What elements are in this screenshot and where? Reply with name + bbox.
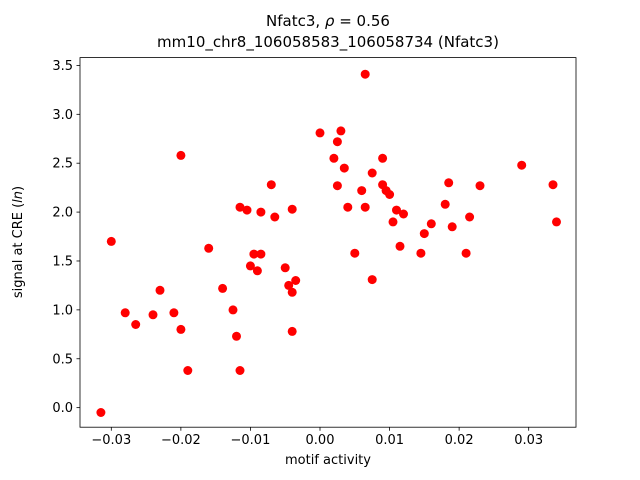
y-tick-label: 1.0 bbox=[52, 303, 73, 318]
axis-ticks: −0.03 −0.02 −0.01 0.00 0.01 0.02 0.03 0.0 0.5 1.0… bbox=[52, 59, 543, 448]
data-point bbox=[242, 205, 252, 215]
data-point bbox=[204, 243, 214, 253]
data-point bbox=[252, 266, 262, 276]
data-point bbox=[169, 308, 179, 318]
data-point bbox=[106, 236, 116, 246]
x-tick-label: 0.00 bbox=[306, 433, 335, 448]
data-point bbox=[357, 186, 367, 196]
data-point bbox=[329, 153, 339, 163]
y-tick-label: 2.0 bbox=[52, 206, 73, 221]
ylabel-prefix: signal at CRE ( bbox=[11, 203, 26, 298]
y-tick-label: 0.0 bbox=[52, 401, 73, 416]
data-point bbox=[218, 283, 228, 293]
data-point bbox=[228, 305, 238, 315]
y-tick-label: 3.5 bbox=[52, 59, 73, 74]
data-point bbox=[284, 280, 294, 290]
data-point bbox=[245, 261, 255, 271]
title-prefix: Nfatc3, bbox=[266, 12, 325, 30]
data-point bbox=[148, 310, 158, 320]
y-axis-label: signal at CRE (ln) bbox=[11, 186, 26, 298]
data-point bbox=[461, 248, 471, 258]
data-point bbox=[280, 263, 290, 273]
data-point bbox=[332, 137, 342, 147]
data-point bbox=[517, 160, 527, 170]
data-point bbox=[447, 222, 457, 232]
data-point bbox=[360, 202, 370, 212]
data-point bbox=[183, 366, 193, 375]
data-point bbox=[360, 69, 370, 79]
y-tick-label: 1.5 bbox=[52, 254, 73, 269]
x-tick-label: −0.01 bbox=[231, 433, 271, 448]
data-point bbox=[419, 229, 429, 239]
data-point bbox=[176, 150, 186, 160]
x-axis-label: motif activity bbox=[285, 453, 371, 468]
data-point bbox=[131, 320, 141, 329]
data-points bbox=[96, 69, 561, 417]
data-point bbox=[378, 153, 388, 163]
title-rho-symbol: ρ bbox=[325, 12, 335, 30]
plot-frame bbox=[79, 57, 577, 428]
data-point bbox=[399, 209, 408, 219]
data-point bbox=[336, 126, 346, 136]
data-point bbox=[343, 202, 353, 212]
x-tick-label: −0.02 bbox=[161, 433, 201, 448]
data-point bbox=[332, 181, 342, 191]
data-point bbox=[444, 178, 454, 188]
data-point bbox=[385, 190, 395, 199]
data-point bbox=[256, 249, 266, 259]
data-point bbox=[475, 181, 485, 191]
data-point bbox=[440, 199, 450, 209]
data-point bbox=[287, 204, 297, 214]
chart-subtitle: mm10_chr8_106058583_106058734 (Nfatc3) bbox=[157, 33, 499, 52]
data-point bbox=[548, 180, 558, 190]
data-point bbox=[249, 249, 259, 259]
data-point bbox=[96, 408, 106, 417]
data-point bbox=[315, 128, 325, 138]
data-point bbox=[287, 326, 297, 336]
x-tick-label: 0.03 bbox=[514, 433, 543, 448]
data-point bbox=[426, 219, 436, 229]
y-tick-label: 0.5 bbox=[52, 352, 73, 367]
data-point bbox=[552, 217, 561, 227]
data-point bbox=[232, 331, 241, 341]
data-point bbox=[176, 324, 186, 334]
data-point bbox=[367, 168, 377, 178]
data-point bbox=[395, 241, 405, 251]
title-suffix: = 0.56 bbox=[334, 12, 390, 30]
y-tick-label: 3.0 bbox=[52, 108, 73, 123]
data-point bbox=[416, 248, 426, 258]
ylabel-math: ln bbox=[11, 191, 26, 203]
data-point bbox=[367, 275, 377, 285]
data-point bbox=[235, 366, 245, 375]
data-point bbox=[266, 180, 276, 190]
data-point bbox=[350, 248, 360, 258]
x-tick-label: −0.03 bbox=[91, 433, 131, 448]
data-point bbox=[256, 207, 266, 217]
data-point bbox=[392, 205, 401, 215]
x-tick-label: 0.01 bbox=[375, 433, 404, 448]
data-point bbox=[339, 163, 349, 173]
data-point bbox=[388, 217, 398, 227]
data-point bbox=[235, 202, 245, 212]
chart-title: Nfatc3, ρ = 0.56 bbox=[266, 12, 390, 30]
data-point bbox=[155, 285, 165, 295]
data-point bbox=[291, 276, 301, 285]
y-tick-label: 2.5 bbox=[52, 157, 73, 172]
data-point bbox=[287, 287, 297, 297]
data-point bbox=[120, 308, 130, 318]
ylabel-suffix: ) bbox=[11, 186, 26, 191]
x-tick-label: 0.02 bbox=[445, 433, 474, 448]
data-point bbox=[270, 212, 280, 222]
data-point bbox=[465, 212, 475, 222]
